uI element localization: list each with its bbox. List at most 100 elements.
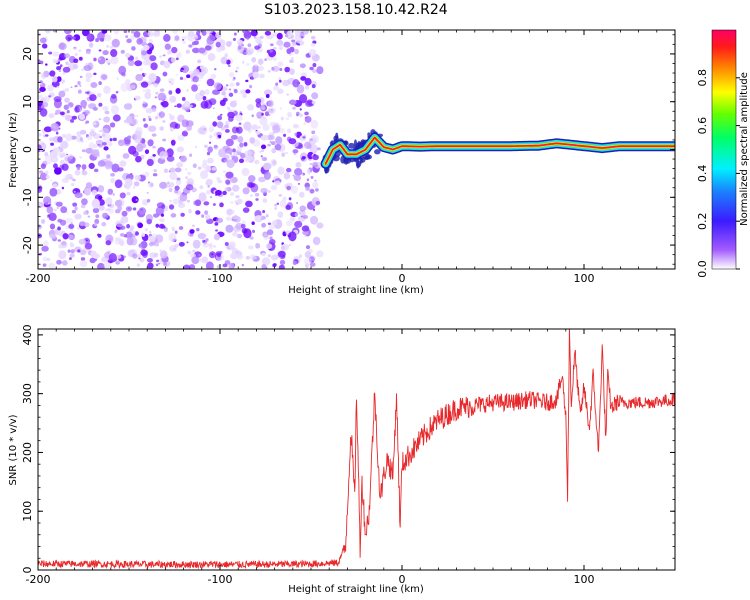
noise-speckle: [207, 30, 211, 33]
noise-speckle: [151, 107, 157, 113]
noise-speckle: [223, 95, 227, 98]
noise-speckle: [49, 210, 53, 213]
noise-speckle: [48, 113, 55, 119]
noise-speckle: [96, 233, 100, 236]
noise-speckle: [236, 198, 243, 205]
noise-speckle: [144, 91, 152, 100]
noise-speckle: [55, 232, 59, 236]
noise-speckle: [213, 82, 222, 91]
noise-speckle: [182, 77, 187, 81]
noise-speckle: [309, 163, 313, 165]
noise-speckle: [294, 48, 299, 55]
noise-speckle: [260, 149, 265, 153]
noise-speckle: [176, 162, 184, 168]
noise-speckle: [207, 146, 213, 153]
snr-frame: [37, 328, 676, 571]
noise-speckle: [52, 59, 59, 64]
noise-speckle: [272, 180, 275, 183]
noise-speckle: [112, 193, 115, 196]
noise-speckle: [53, 167, 62, 175]
noise-speckle: [103, 85, 111, 95]
noise-speckle: [74, 106, 80, 113]
noise-speckle: [260, 104, 266, 111]
noise-speckle: [258, 150, 262, 153]
noise-speckle: [259, 73, 265, 79]
noise-speckle: [168, 81, 172, 84]
noise-speckle: [191, 41, 196, 46]
noise-speckle: [272, 263, 277, 268]
noise-speckle: [252, 64, 260, 73]
noise-speckle: [273, 85, 279, 91]
noise-speckle: [285, 167, 292, 173]
colorbar: 0.0 0.2 0.4 0.6 0.8 Normalized spectral ampl…: [696, 29, 750, 278]
noise-speckle: [245, 200, 253, 208]
noise-speckle: [274, 180, 281, 186]
noise-speckle: [245, 89, 251, 94]
noise-speckle: [170, 213, 177, 218]
noise-speckle: [110, 93, 117, 99]
noise-speckle: [254, 159, 260, 165]
snr-series-line: [38, 329, 675, 570]
noise-speckle: [251, 114, 254, 118]
noise-speckle: [127, 207, 131, 210]
noise-speckle: [257, 125, 261, 129]
noise-speckle: [229, 82, 235, 87]
noise-speckle: [298, 191, 305, 198]
noise-speckle: [292, 123, 300, 129]
noise-speckle: [130, 84, 136, 89]
noise-speckle: [265, 214, 269, 218]
noise-speckle: [196, 227, 200, 232]
chart-title: S103.2023.158.10.42.R24: [264, 2, 447, 18]
noise-speckle: [123, 255, 127, 258]
noise-speckle: [230, 252, 238, 260]
noise-speckle: [195, 30, 201, 36]
noise-speckle: [191, 84, 198, 92]
noise-speckle: [108, 252, 117, 263]
noise-speckle: [182, 38, 185, 41]
noise-speckle: [86, 91, 90, 94]
noise-speckle: [250, 194, 253, 197]
noise-speckle: [71, 115, 78, 120]
noise-speckle: [186, 89, 189, 92]
noise-speckle: [235, 66, 240, 70]
noise-speckle: [110, 49, 118, 57]
noise-speckle: [159, 250, 168, 259]
noise-speckle: [315, 200, 321, 205]
noise-speckle: [309, 215, 319, 225]
noise-speckle: [103, 34, 112, 42]
noise-speckle: [177, 134, 185, 141]
noise-speckle: [245, 155, 254, 162]
noise-speckle: [310, 119, 319, 129]
noise-speckle: [224, 124, 229, 129]
noise-speckle: [146, 218, 153, 225]
noise-speckle: [155, 223, 160, 228]
noise-speckle: [171, 46, 178, 54]
noise-speckle: [279, 47, 283, 51]
noise-speckle: [282, 196, 287, 201]
noise-speckle: [69, 176, 74, 180]
colorbar-tick-label: 0.6: [696, 117, 709, 135]
noise-speckle: [124, 78, 131, 86]
noise-speckle: [181, 96, 186, 102]
noise-speckle: [177, 202, 186, 209]
noise-speckle: [142, 89, 146, 92]
noise-speckle: [228, 262, 235, 269]
noise-speckle: [188, 44, 193, 48]
noise-speckle: [101, 30, 108, 34]
noise-speckle: [118, 65, 127, 75]
noise-speckle: [84, 242, 93, 250]
noise-speckle: [174, 123, 181, 129]
noise-speckle: [65, 133, 73, 142]
noise-speckle: [70, 249, 75, 254]
noise-speckle: [126, 191, 131, 196]
noise-speckle: [155, 91, 159, 95]
noise-speckle: [63, 30, 72, 35]
noise-speckle: [192, 76, 199, 83]
noise-speckle: [234, 114, 243, 122]
noise-speckle: [202, 241, 209, 248]
noise-speckle: [139, 258, 145, 263]
noise-speckle: [149, 55, 157, 62]
noise-speckle: [237, 45, 242, 50]
noise-speckle: [171, 30, 179, 35]
noise-speckle: [74, 213, 82, 220]
